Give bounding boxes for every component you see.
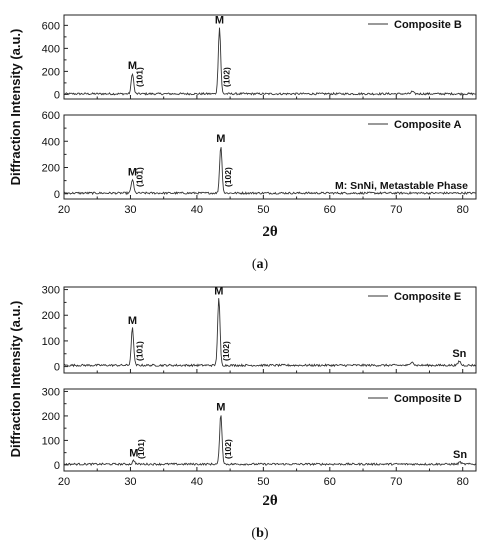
group-b-xtick-label: 50: [257, 476, 269, 488]
group-b-composite-d-hkl-label: (101): [136, 439, 146, 459]
group-a-xtick-label: 80: [457, 204, 469, 216]
group-b-xtick-label: 80: [457, 476, 469, 488]
group-a-composite-a-annotation: M: SnNi, Metastable Phase: [335, 180, 468, 192]
group-b-composite-d-ytick-label: 200: [42, 411, 60, 423]
group-a-xtick-label: 20: [58, 204, 70, 216]
group-b-ylabel: Diffraction Intensity (a.u.): [8, 301, 23, 458]
group-a-xtick-label: 40: [191, 204, 203, 216]
group-b-composite-e-peak-label: M: [214, 286, 223, 298]
group-b-composite-d-ytick-label: 100: [42, 435, 60, 447]
group-a-composite-b-frame: [63, 14, 477, 100]
group-b-composite-e-hkl-label: (102): [221, 341, 231, 361]
axis-ticks: [63, 23, 464, 471]
group-a-composite-b-peak-label: M: [128, 60, 137, 72]
group-a-composite-b-ytick-label: 200: [42, 66, 60, 78]
group-a-composite-a-ytick-label: 0: [54, 189, 60, 201]
group-a-composite-a-peak-label: M: [128, 166, 137, 178]
group-a-xtick-label: 60: [324, 204, 336, 216]
group-b-composite-e-peak-label: Sn: [452, 348, 466, 360]
group-b-composite-e-ytick-label: 100: [42, 336, 60, 348]
group-b-composite-e-ytick-label: 0: [54, 362, 60, 374]
group-b-xtick-label: 40: [191, 476, 203, 488]
group-b-composite-d-ytick-label: 0: [54, 460, 60, 472]
group-b-composite-e-trace: [63, 298, 476, 368]
group-a-xtick-label: 70: [390, 204, 402, 216]
group-a-composite-a-ytick-label: 400: [42, 136, 60, 148]
group-b-xtick-label: 70: [390, 476, 402, 488]
group-b-caption: (b): [251, 526, 268, 541]
group-b-composite-e-legend: Composite E: [394, 291, 461, 303]
group-a-composite-b-hkl-label: (101): [134, 67, 144, 87]
group-b-composite-e-ytick-label: 300: [42, 285, 60, 297]
group-a-composite-a-hkl-label: (102): [223, 167, 233, 187]
group-b-composite-d-ytick-label: 300: [42, 386, 60, 398]
group-b-composite-e-peak-label: M: [128, 315, 137, 327]
group-a-composite-b-peak-label: M: [215, 15, 224, 27]
group-b-xtick-label: 60: [324, 476, 336, 488]
group-a-composite-b-ytick-label: 0: [54, 89, 60, 101]
group-b-xtick-label: 30: [124, 476, 136, 488]
group-a-composite-b-legend: Composite B: [394, 19, 462, 31]
group-b-composite-d-peak-label: M: [129, 447, 138, 459]
group-a-composite-a-hkl-label: (101): [134, 167, 144, 187]
group-a-caption: (a): [252, 257, 269, 272]
group-b-composite-d-peak-label: M: [216, 402, 225, 414]
group-a-composite-a-peak-label: M: [216, 133, 225, 145]
group-b-xtick-label: 20: [58, 476, 70, 488]
group-b-composite-d-peak-label: Sn: [453, 449, 467, 461]
group-b-xlabel: 2θ: [262, 493, 278, 509]
group-a-composite-a-ytick-label: 600: [42, 110, 60, 122]
group-a-composite-b-hkl-label: (102): [221, 67, 231, 87]
group-a-composite-a-frame: [63, 114, 477, 200]
group-b-composite-e-frame: [63, 286, 477, 374]
group-a-composite-b-ytick-label: 400: [42, 43, 60, 55]
group-a-composite-a-trace: [63, 147, 476, 196]
group-a-xtick-label: 30: [124, 204, 136, 216]
group-a-composite-a-ytick-label: 200: [42, 163, 60, 175]
group-a-composite-a-legend: Composite A: [394, 119, 461, 131]
group-b-composite-d-frame: [63, 388, 477, 472]
group-b-composite-e-ytick-label: 200: [42, 310, 60, 322]
group-b-composite-d-trace: [63, 415, 476, 467]
panel-frames: [63, 14, 477, 472]
group-a-composite-b-trace: [63, 27, 476, 96]
group-b-composite-d-hkl-label: (102): [223, 439, 233, 459]
group-a-xtick-label: 50: [257, 204, 269, 216]
group-b-composite-e-hkl-label: (101): [134, 341, 144, 361]
group-a-xlabel: 2θ: [262, 224, 278, 240]
diffraction-traces: [63, 27, 476, 467]
group-b-composite-d-legend: Composite D: [394, 393, 462, 405]
group-a-composite-b-ytick-label: 600: [42, 20, 60, 32]
group-a-ylabel: Diffraction Intensity (a.u.): [8, 29, 23, 186]
